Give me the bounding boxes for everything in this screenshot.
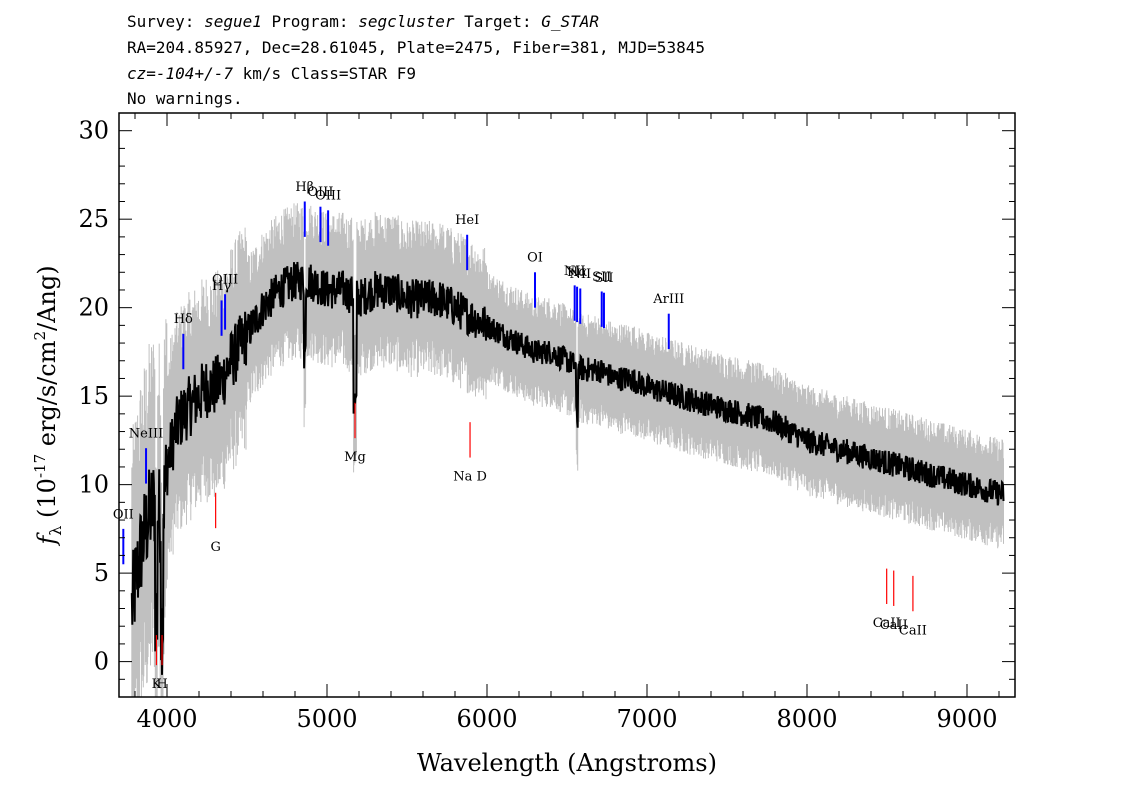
y-tick-label: 30 (78, 117, 109, 145)
absorption-line-label: CaII (880, 618, 908, 633)
y-axis-label: fλ (10-17 erg/s/cm2/Ang) (31, 265, 65, 546)
emission-line-label: Hβ (295, 180, 314, 195)
absorption-line-label: G (210, 540, 220, 555)
emission-line-label: NeIII (129, 427, 163, 442)
emission-line-label: SII (594, 271, 613, 286)
y-tick-label: 10 (78, 471, 109, 499)
emission-line-label: NII (564, 264, 586, 279)
x-tick-label: 6000 (456, 705, 517, 733)
x-tick-label: 9000 (936, 705, 997, 733)
x-tick-label: 4000 (136, 705, 197, 733)
emission-line-label: OIII (307, 185, 333, 200)
x-axis-label: Wavelength (Angstroms) (417, 749, 717, 777)
y-tick-label: 5 (94, 559, 109, 587)
header-line-3: cz=-104+/-7 km/s Class=STAR F9 (127, 64, 416, 83)
emission-line-label: Hα (567, 265, 587, 280)
emission-line-label: OII (113, 507, 134, 522)
y-tick-label: 15 (78, 382, 109, 410)
emission-line-label: OIII (315, 189, 341, 204)
x-tick-label: 8000 (776, 705, 837, 733)
header-line-1: Survey: segue1 Program: segcluster Targe… (127, 12, 599, 31)
plot-frame (118, 112, 1016, 698)
header-line-4: No warnings. (127, 89, 243, 108)
plot-area (130, 203, 1005, 697)
header: Survey: segue1 Program: segcluster Targe… (127, 12, 705, 108)
y-tick-label: 0 (94, 648, 109, 676)
absorption-line-label: CaII (899, 623, 927, 638)
flux-series-line (130, 261, 1005, 675)
absorption-line-label: H (156, 677, 167, 692)
absorption-line-label: Mg (344, 450, 366, 465)
emission-line-label: OI (527, 251, 543, 266)
emission-line-label: Hγ (212, 279, 231, 294)
error-band-series (131, 203, 1004, 697)
emission-line-label: Hδ (174, 312, 193, 327)
absorption-line-label: CaII (873, 616, 901, 631)
header-line-2: RA=204.85927, Dec=28.61045, Plate=2475, … (127, 38, 705, 57)
axis-ticks: 4000 5000 6000 7000 8000 9000 0 5 10 15 20 25 30 (78, 112, 1015, 733)
y-tick-label: 25 (78, 205, 109, 233)
absorption-line-label: Na D (453, 470, 487, 485)
emission-line-label: NII (569, 267, 591, 282)
emission-line-label: ArIII (652, 292, 684, 307)
x-tick-label: 5000 (296, 705, 357, 733)
y-tick-label: 20 (78, 294, 109, 322)
emission-line-label: HeI (455, 213, 479, 228)
absorption-line-label: K (152, 677, 162, 692)
emission-line-label: OIII (212, 273, 238, 288)
x-tick-label: 7000 (616, 705, 677, 733)
emission-line-label: SII (592, 270, 611, 285)
